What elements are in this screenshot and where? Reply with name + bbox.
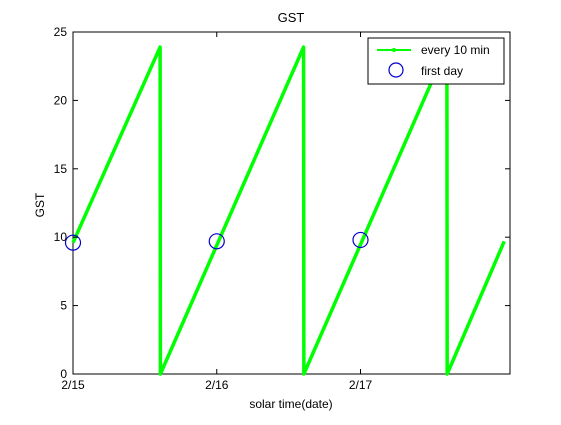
chart-title: GST — [278, 10, 305, 25]
legend-box — [367, 37, 505, 85]
legend: every 10 min first day — [367, 37, 505, 85]
x-axis-label: solar time(date) — [249, 397, 332, 411]
y-axis-label: GST — [33, 192, 47, 217]
legend-swatch-first-day — [388, 62, 404, 78]
legend-swatch-dot — [392, 48, 396, 52]
y-tick-label: 15 — [54, 162, 68, 176]
x-tick-label: 2/16 — [205, 378, 229, 392]
first-day-marker — [208, 233, 225, 250]
y-tick-label: 0 — [60, 367, 67, 381]
first-day-marker — [64, 234, 82, 251]
plot-area — [72, 31, 511, 375]
x-tick-label: 2/15 — [61, 378, 85, 392]
y-tick-label: 25 — [54, 25, 68, 39]
series-layer — [64, 45, 506, 376]
ticks-layer: 0 5 10 15 20 25 2/15 2/16 2/17 — [54, 25, 510, 392]
y-tick-label: 20 — [54, 93, 68, 107]
legend-label-first-day: first day — [421, 64, 463, 78]
legend-label-every-10-min: every 10 min — [421, 43, 490, 57]
series-every-10-min-line — [72, 46, 505, 375]
x-tick-label: 2/17 — [349, 378, 373, 392]
y-tick-label: 5 — [60, 299, 67, 313]
first-day-marker — [352, 231, 369, 249]
y-tick-label: 10 — [54, 230, 68, 244]
